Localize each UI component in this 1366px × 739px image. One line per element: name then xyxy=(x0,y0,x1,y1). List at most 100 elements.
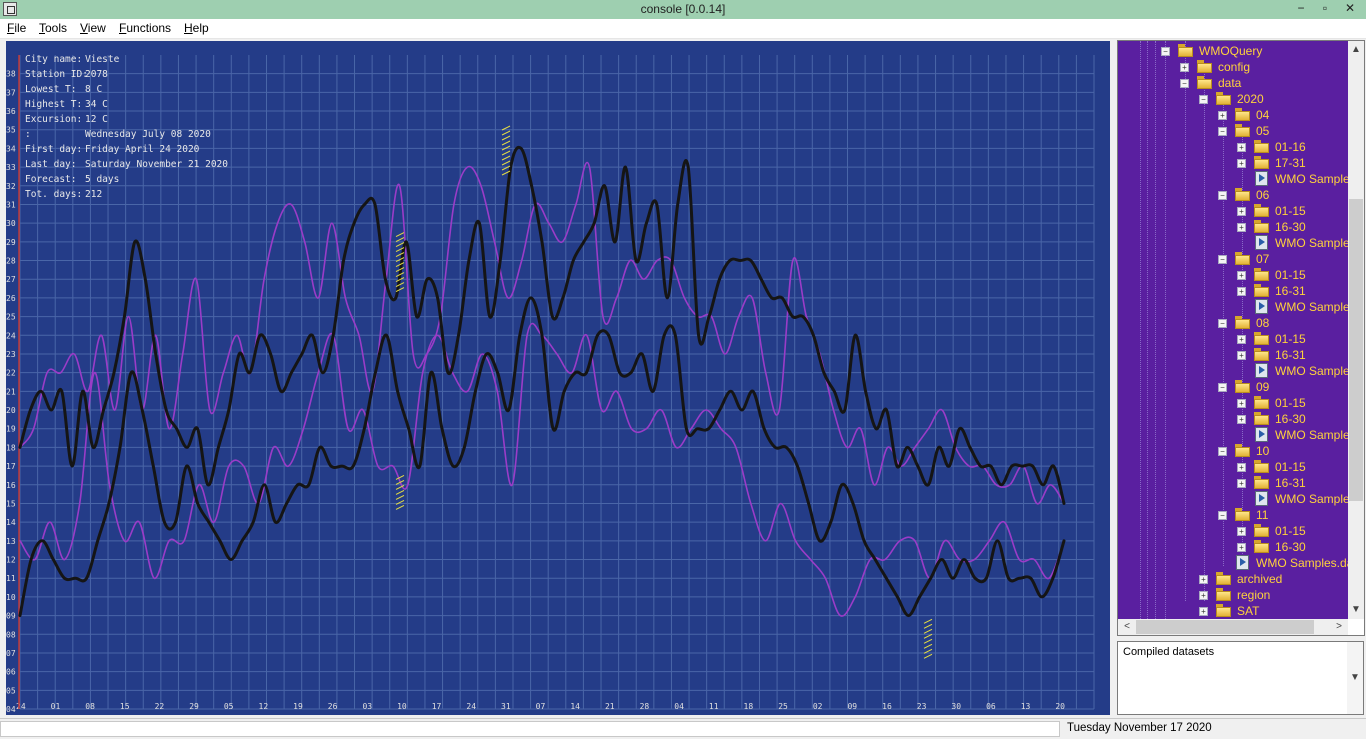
tree-folder[interactable]: + config xyxy=(1118,59,1348,75)
tree-folder[interactable]: +01-15 xyxy=(1118,523,1348,539)
log-scroll-down-icon[interactable]: ▼ xyxy=(1350,672,1360,683)
extreme-marker xyxy=(501,150,511,156)
menu-tools[interactable]: Tools xyxy=(39,21,68,35)
tree-folder[interactable]: − 11 xyxy=(1118,507,1348,523)
expand-icon[interactable]: + xyxy=(1237,415,1246,424)
scroll-down-icon[interactable]: ▼ xyxy=(1351,604,1361,615)
tree-folder[interactable]: − 10 xyxy=(1118,443,1348,459)
tree-folder[interactable]: − data xyxy=(1118,75,1348,91)
tree-folder[interactable]: − WMOQuery xyxy=(1118,43,1348,59)
tree-folder[interactable]: + SAT xyxy=(1118,603,1348,619)
temperature-chart[interactable]: 04 05 06 07 08 09 10 11 12 13 14 15 16 17 18 19 20 21 22 23… xyxy=(6,41,1110,715)
tree-file[interactable]: WMO Samples xyxy=(1118,491,1348,507)
expand-icon[interactable]: + xyxy=(1237,143,1246,152)
menu-view[interactable]: View xyxy=(80,21,106,35)
tree-folder[interactable]: − 06 xyxy=(1118,187,1348,203)
tree-item-label: SAT xyxy=(1237,604,1260,618)
log-panel[interactable]: Compiled datasets ▼ xyxy=(1117,641,1364,715)
expand-icon[interactable]: + xyxy=(1199,575,1208,584)
expand-icon[interactable]: + xyxy=(1237,527,1246,536)
close-button[interactable]: ✕ xyxy=(1344,1,1356,15)
tree-folder[interactable]: +16-30 xyxy=(1118,539,1348,555)
expand-icon[interactable]: + xyxy=(1199,591,1208,600)
tree-folder[interactable]: − 08 xyxy=(1118,315,1348,331)
expand-icon[interactable]: + xyxy=(1218,111,1227,120)
tree-folder[interactable]: +01-15 xyxy=(1118,203,1348,219)
expand-icon[interactable]: + xyxy=(1237,463,1246,472)
tree-folder[interactable]: − 07 xyxy=(1118,251,1348,267)
x-tick-label: 29 xyxy=(189,702,199,711)
x-tick-label: 28 xyxy=(640,702,650,711)
info-label: First day: xyxy=(25,144,83,155)
expand-icon[interactable]: + xyxy=(1237,335,1246,344)
tree-folder[interactable]: +01-15 xyxy=(1118,395,1348,411)
expand-icon[interactable]: + xyxy=(1237,159,1246,168)
tree-folder[interactable]: − 2020 xyxy=(1118,91,1348,107)
minimize-button[interactable]: − xyxy=(1297,1,1305,15)
tree-folder[interactable]: +01-15 xyxy=(1118,267,1348,283)
tree-file[interactable]: WMO Samples xyxy=(1118,299,1348,315)
tree-folder[interactable]: +01-15 xyxy=(1118,331,1348,347)
collapse-icon[interactable]: − xyxy=(1218,191,1227,200)
horizontal-scroll-thumb[interactable] xyxy=(1136,620,1314,634)
expand-icon[interactable]: + xyxy=(1237,271,1246,280)
expand-icon[interactable]: + xyxy=(1237,543,1246,552)
collapse-icon[interactable]: − xyxy=(1180,79,1189,88)
tree-item-label: 01-15 xyxy=(1275,460,1306,474)
expand-icon[interactable]: + xyxy=(1180,63,1189,72)
expand-icon[interactable]: + xyxy=(1199,607,1208,616)
expand-icon[interactable]: + xyxy=(1237,479,1246,488)
file-tree[interactable]: − WMOQuery + config − data −2020 +04−05 +01-16 +1… xyxy=(1118,41,1348,619)
expand-icon[interactable]: + xyxy=(1237,223,1246,232)
expand-icon[interactable]: + xyxy=(1237,351,1246,360)
collapse-icon[interactable]: − xyxy=(1218,447,1227,456)
menu-functions[interactable]: Functions xyxy=(119,21,172,35)
menu-file[interactable]: File xyxy=(7,21,27,35)
vertical-scroll-thumb[interactable] xyxy=(1349,199,1363,501)
tree-file[interactable]: WMO Samples.dat xyxy=(1118,555,1348,571)
x-tick-label: 03 xyxy=(362,702,372,711)
collapse-icon[interactable]: − xyxy=(1218,319,1227,328)
tree-folder[interactable]: +16-31 xyxy=(1118,475,1348,491)
expand-icon[interactable]: + xyxy=(1237,399,1246,408)
tree-folder[interactable]: +01-16 xyxy=(1118,139,1348,155)
info-value: Vieste xyxy=(85,54,120,65)
tree-folder[interactable]: +01-15 xyxy=(1118,459,1348,475)
app-icon[interactable] xyxy=(3,2,17,16)
log-scrollbar[interactable]: ▼ xyxy=(1347,642,1363,714)
collapse-icon[interactable]: − xyxy=(1218,255,1227,264)
tree-vertical-scrollbar[interactable]: ▲ ▼ xyxy=(1348,41,1364,619)
collapse-icon[interactable]: − xyxy=(1199,95,1208,104)
collapse-icon[interactable]: − xyxy=(1218,511,1227,520)
tree-item-label: 01-16 xyxy=(1275,140,1306,154)
scroll-up-icon[interactable]: ▲ xyxy=(1351,44,1361,55)
tree-horizontal-scrollbar[interactable]: < > xyxy=(1118,619,1348,635)
tree-folder[interactable]: +17-31 xyxy=(1118,155,1348,171)
tree-folder[interactable]: +16-30 xyxy=(1118,411,1348,427)
tree-file[interactable]: WMO Samples xyxy=(1118,427,1348,443)
tree-folder[interactable]: +16-31 xyxy=(1118,347,1348,363)
scroll-left-icon[interactable]: < xyxy=(1124,621,1130,632)
expand-icon[interactable]: + xyxy=(1237,287,1246,296)
tree-file[interactable]: WMO Samples xyxy=(1118,235,1348,251)
maximize-button[interactable]: ▫ xyxy=(1322,1,1328,15)
extreme-marker xyxy=(395,257,405,262)
tree-folder[interactable]: +16-30 xyxy=(1118,219,1348,235)
collapse-icon[interactable]: − xyxy=(1218,127,1227,136)
menu-help[interactable]: Help xyxy=(184,21,209,35)
tree-folder[interactable]: − 05 xyxy=(1118,123,1348,139)
info-row: Lowest T: 8 C xyxy=(25,82,228,97)
tree-file[interactable]: WMO Samples xyxy=(1118,363,1348,379)
scroll-right-icon[interactable]: > xyxy=(1336,621,1342,632)
tree-folder[interactable]: + archived xyxy=(1118,571,1348,587)
tree-folder[interactable]: +16-31 xyxy=(1118,283,1348,299)
collapse-icon[interactable]: − xyxy=(1218,383,1227,392)
tree-file[interactable]: WMO Samples xyxy=(1118,171,1348,187)
tree-folder[interactable]: + region xyxy=(1118,587,1348,603)
collapse-icon[interactable]: − xyxy=(1161,47,1170,56)
expand-icon[interactable]: + xyxy=(1237,207,1246,216)
tree-folder[interactable]: +04 xyxy=(1118,107,1348,123)
chart-panel: 04 05 06 07 08 09 10 11 12 13 14 15 16 17 18 19 20 21 22 23… xyxy=(2,40,1112,716)
extreme-marker xyxy=(501,135,511,141)
tree-folder[interactable]: − 09 xyxy=(1118,379,1348,395)
